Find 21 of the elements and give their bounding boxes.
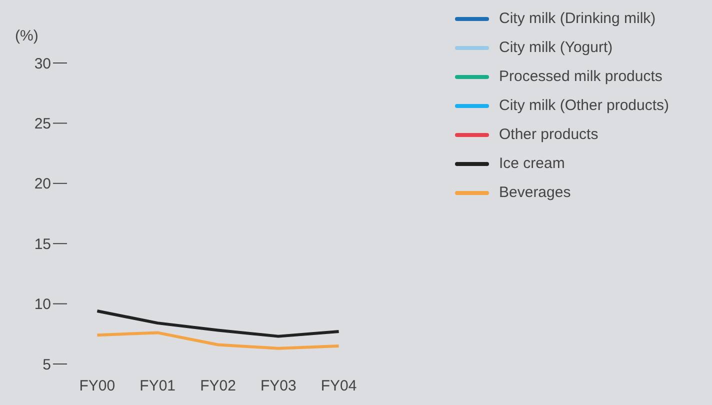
y-axis-title: (%): [15, 28, 38, 45]
legend-label: City milk (Drinking milk): [499, 9, 656, 29]
legend-label: City milk (Other products): [499, 96, 670, 116]
x-tick-label: FY03: [260, 378, 296, 395]
x-tick-label: FY02: [200, 378, 236, 395]
legend-label: Ice cream: [499, 154, 565, 174]
legend-label: Processed milk products: [499, 67, 662, 87]
line-series: [96, 310, 340, 338]
y-tick-label: 5: [42, 356, 51, 374]
legend-label: Beverages: [499, 183, 571, 203]
y-tick-label: 25: [34, 116, 51, 133]
x-tick-label: FY00: [79, 378, 116, 395]
legend-label: Other products: [499, 125, 598, 145]
y-tick-label: 20: [34, 176, 51, 193]
x-tick-label: FY04: [320, 378, 357, 395]
y-tick-label: 10: [34, 296, 51, 314]
y-tick-label: 30: [34, 55, 51, 72]
x-tick-label: FY01: [140, 378, 176, 395]
y-tick-label: 15: [34, 236, 51, 253]
legend-label: City milk (Yogurt): [499, 38, 613, 58]
line-series: [96, 331, 340, 350]
